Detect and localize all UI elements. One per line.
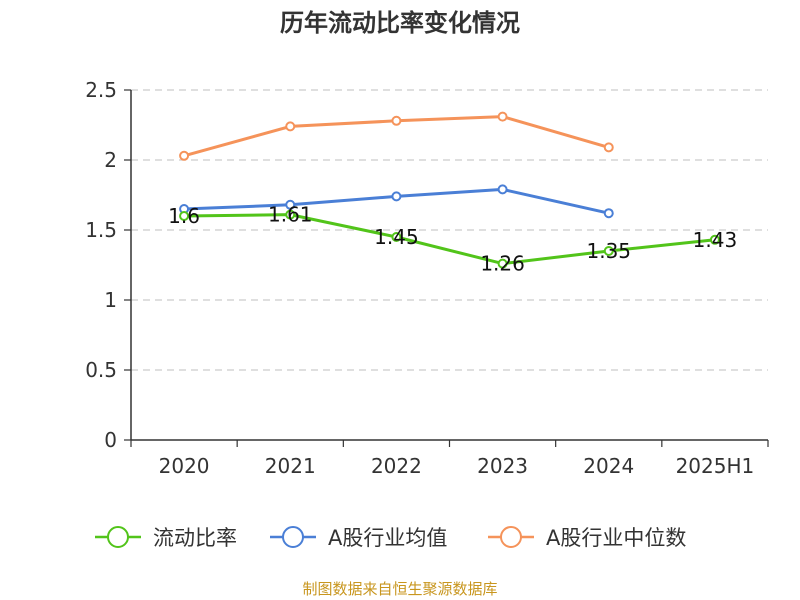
y-tick-label: 0 [104,428,117,452]
axis-layer: 0 0.5 1 1.5 2 2.5 2020 2021 2022 2023 2024 2025H1 [85,78,769,478]
y-tick-label: 0.5 [85,358,117,382]
data-point [603,142,614,153]
legend-marker [500,526,522,548]
y-tick-label: 2.5 [85,78,117,102]
x-tick-label: 2021 [265,454,316,478]
data-point [497,258,508,269]
x-tick-label: 2023 [477,454,528,478]
data-point [391,115,402,126]
data-point [497,184,508,195]
x-tick-label: 2020 [159,454,210,478]
data-point [179,150,190,161]
x-tick-label: 2022 [371,454,422,478]
y-tick-label: 1.5 [85,218,117,242]
series-layer [179,111,720,269]
data-label: 1.43 [693,228,738,252]
legend-label: 流动比率 [153,526,237,550]
data-point [285,209,296,220]
data-point [285,121,296,132]
x-tick-label: 2025H1 [676,454,755,478]
data-label-layer: 1.6 1.61 1.45 1.26 1.35 1.43 [168,203,737,276]
x-tick-label: 2024 [583,454,634,478]
data-label: 1.35 [586,239,631,263]
data-point [603,208,614,219]
chart-title: 历年流动比率变化情况 [280,9,520,37]
data-point [603,246,614,256]
data-point [709,234,720,245]
data-point [179,211,190,221]
series-line-0 [184,213,716,266]
legend-marker [282,526,304,548]
legend-marker [107,526,129,548]
data-label: 1.61 [268,203,313,227]
legend-label: A股行业均值 [328,526,447,550]
data-label: 1.45 [374,225,419,249]
data-point [391,232,402,242]
y-tick-label: 1 [104,288,117,312]
legend: 流动比率 A股行业均值 A股行业中位数 [95,526,686,550]
data-label: 1.6 [168,204,200,228]
data-point [391,191,402,202]
source-note: 制图数据来自恒生聚源数据库 [302,580,497,598]
y-tick-label: 2 [104,148,117,172]
data-label: 1.26 [480,252,525,276]
legend-label: A股行业中位数 [546,526,686,550]
data-point [285,199,296,210]
grid-layer [131,89,768,371]
data-point [497,111,508,122]
